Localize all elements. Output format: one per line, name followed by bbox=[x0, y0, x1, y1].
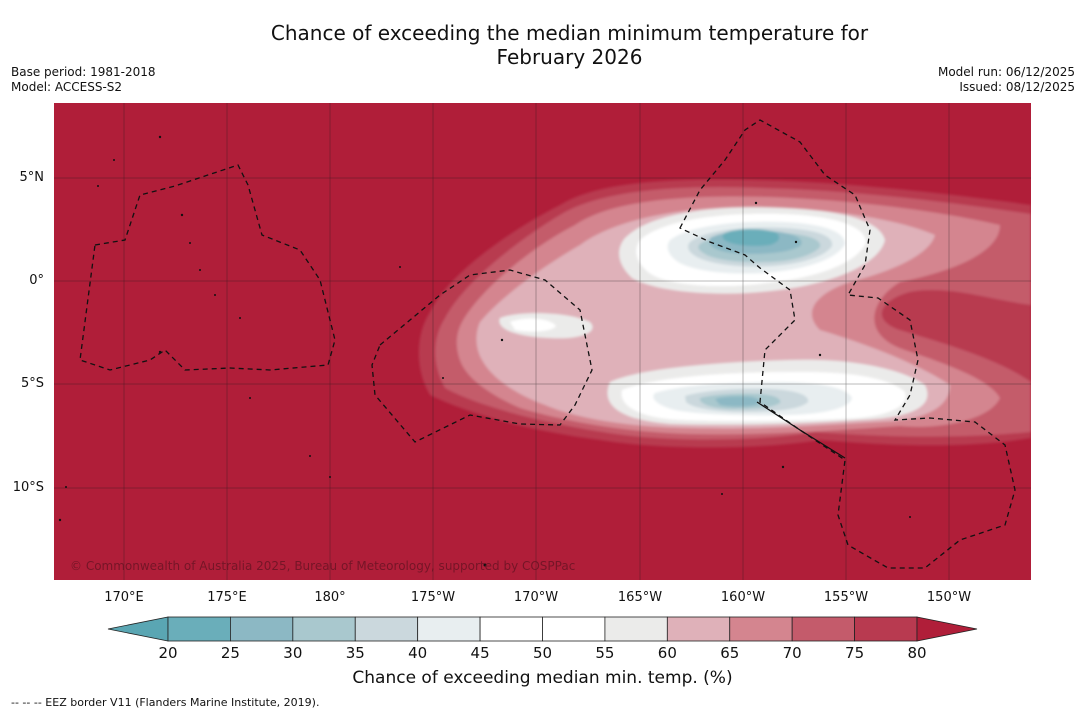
contour-40-45 bbox=[653, 221, 852, 416]
lon-label-175w: 175°W bbox=[410, 590, 456, 605]
contour-30-35 bbox=[698, 232, 821, 409]
issued-date: Issued: 08/12/2025 bbox=[959, 80, 1075, 94]
colorbar-tick-label: 80 bbox=[907, 644, 927, 662]
island-dots bbox=[58, 135, 911, 567]
model-name: Model: ACCESS-S2 bbox=[11, 80, 123, 94]
title-line-1: Chance of exceeding the median minimum t… bbox=[270, 21, 869, 45]
eez-borders bbox=[79, 119, 1016, 569]
metadata-left: Base period: 1981-2018 Model: ACCESS-S2 bbox=[11, 65, 156, 95]
copyright-notice: © Commonwealth of Australia 2025, Bureau… bbox=[70, 559, 576, 573]
lon-label-160w: 160°W bbox=[720, 590, 766, 605]
colorbar-tick-label: 25 bbox=[220, 644, 240, 662]
colorbar-tick-label: 45 bbox=[470, 644, 490, 662]
eez-phoenix-islands bbox=[371, 269, 593, 443]
map-gridlines bbox=[54, 103, 1031, 580]
colorbar-tick-label: 35 bbox=[345, 644, 365, 662]
model-run: Model run: 06/12/2025 bbox=[937, 65, 1075, 79]
lat-label-5n: 5°N bbox=[19, 170, 45, 185]
lat-label-10s: 10°S bbox=[12, 480, 44, 495]
contour-20-25 bbox=[722, 229, 780, 246]
chart-title: Chance of exceeding the median minimum t… bbox=[0, 21, 1085, 69]
colorbar-tick-label: 40 bbox=[408, 644, 428, 662]
lon-label-165w: 165°W bbox=[617, 590, 663, 605]
map-panel bbox=[54, 103, 1031, 580]
colorbar-tick-label: 60 bbox=[657, 644, 677, 662]
base-period: Base period: 1981-2018 bbox=[11, 65, 156, 79]
colorbar-title: Chance of exceeding median min. temp. (%… bbox=[352, 668, 733, 688]
lon-label-175e: 175°E bbox=[207, 590, 247, 605]
eez-solid-boundary bbox=[756, 401, 846, 459]
lat-label-5s: 5°S bbox=[20, 376, 44, 391]
lon-label-155w: 155°W bbox=[823, 590, 869, 605]
contour-25-30 bbox=[710, 230, 802, 407]
colorbar-tick-label: 30 bbox=[283, 644, 303, 662]
colorbar-tick-label: 50 bbox=[532, 644, 553, 662]
colorbar-tick-label: 20 bbox=[158, 644, 178, 662]
lon-label-150w: 150°W bbox=[926, 590, 972, 605]
metadata-right: Model run: 06/12/2025 Issued: 08/12/2025 bbox=[938, 65, 1075, 95]
lon-label-170e: 170°E bbox=[104, 590, 144, 605]
colorbar-tick-label: 70 bbox=[782, 644, 802, 662]
eez-footnote: -- -- -- EEZ border V11 (Flanders Marine… bbox=[11, 696, 320, 709]
colorbar-tick-label: 65 bbox=[720, 644, 740, 662]
eez-line-islands bbox=[679, 119, 1016, 569]
title-line-2: February 2026 bbox=[496, 45, 643, 69]
colorbar-tick-label: 75 bbox=[845, 644, 865, 662]
lon-label-170w: 170°W bbox=[513, 590, 559, 605]
probability-field bbox=[418, 179, 1031, 448]
contour-white-streak bbox=[510, 318, 556, 332]
lon-label-180: 180° bbox=[314, 590, 346, 605]
colorbar-tick-label: 55 bbox=[595, 644, 615, 662]
lat-label-0: 0° bbox=[29, 273, 44, 288]
